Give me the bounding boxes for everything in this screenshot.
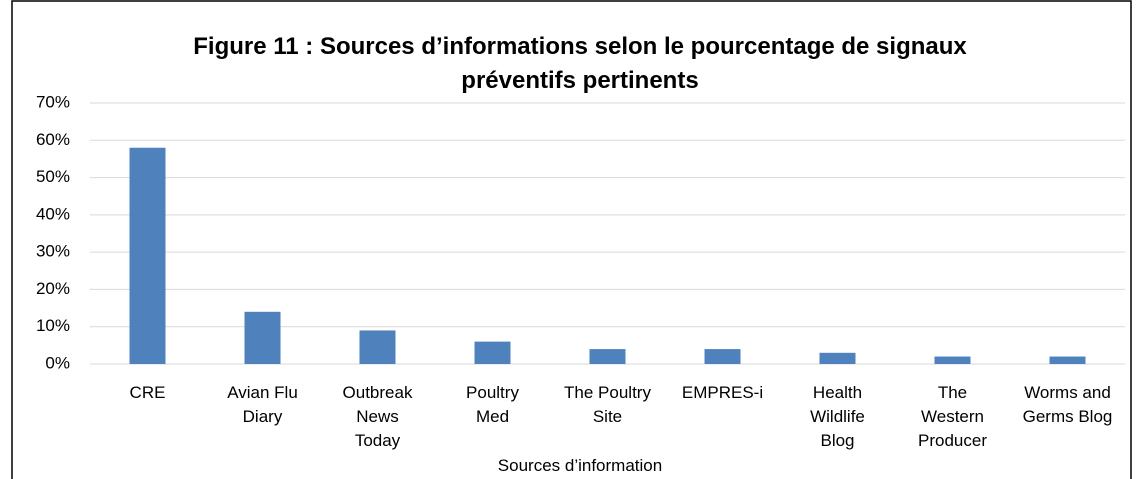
bar — [589, 349, 626, 364]
y-tick-label: 60% — [36, 130, 70, 149]
x-tick-label: Outbreak News Today — [342, 383, 413, 450]
y-tick-label: 50% — [36, 167, 70, 186]
bar — [359, 330, 396, 364]
bar — [934, 356, 971, 364]
x-axis-title: Sources d’information — [497, 456, 663, 475]
x-tick-label: The Western Producer — [918, 383, 987, 450]
x-tick-label: Poultry Med — [466, 383, 519, 426]
bar — [819, 352, 856, 364]
bar — [474, 341, 511, 364]
x-tick-label: Health Wildlife Blog — [810, 383, 865, 450]
x-tick-label: CRE — [129, 383, 166, 402]
y-tick-label: 20% — [36, 279, 70, 298]
chart-title: Figure 11 : Sources d’informations selon… — [193, 33, 967, 94]
x-tick-label: The Poultry Site — [564, 383, 651, 426]
x-tick-label: Worms and Germs Blog — [1022, 383, 1113, 426]
x-tick-label: Avian Flu Diary — [227, 383, 298, 426]
x-tick-label: EMPRES-i — [681, 383, 764, 402]
y-tick-label: 70% — [36, 92, 70, 111]
bar — [704, 349, 741, 364]
bar — [1049, 356, 1086, 364]
bar — [244, 311, 281, 364]
y-tick-label: 40% — [36, 204, 70, 223]
y-tick-label: 0% — [45, 353, 70, 372]
y-tick-label: 30% — [36, 242, 70, 261]
bar — [129, 147, 166, 364]
chart-border — [11, 0, 1132, 479]
y-tick-label: 10% — [36, 316, 70, 335]
